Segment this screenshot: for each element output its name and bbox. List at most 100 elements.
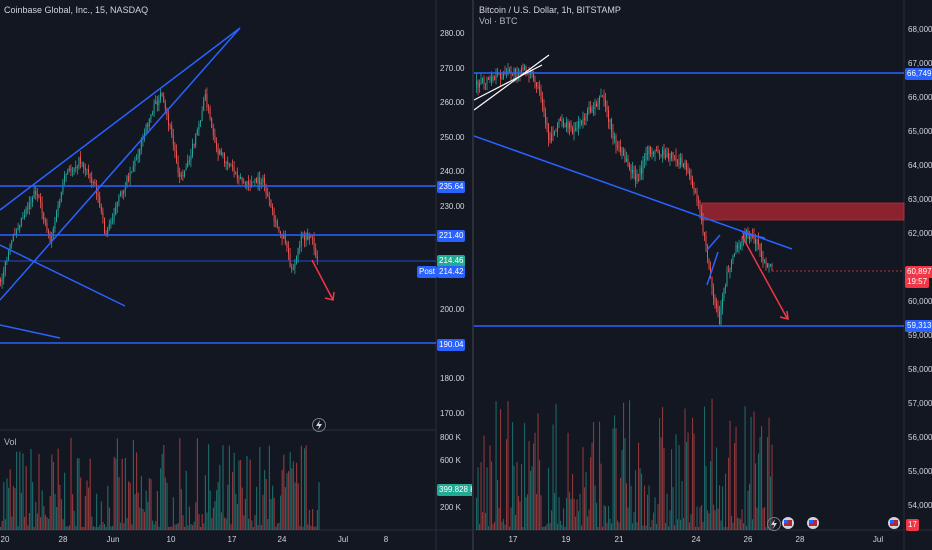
coin-time-tick: 8: [383, 535, 389, 544]
btc-price-tick: 62,000: [908, 229, 932, 238]
btc-chart-canvas[interactable]: [474, 0, 932, 550]
volume-bar: [94, 526, 96, 530]
volume-bar: [176, 524, 178, 530]
candle-body: [104, 217, 105, 234]
coin-chart-pane[interactable]: Coinbase Global, Inc., 15, NASDAQ Vol 28…: [0, 0, 472, 550]
volume-bar: [238, 460, 240, 530]
volume-bar: [19, 451, 21, 530]
candle-body: [659, 152, 660, 155]
candle-body: [212, 128, 214, 136]
flag-icon[interactable]: [807, 517, 819, 529]
candle-body: [731, 260, 732, 269]
forecast-arrow: [311, 259, 334, 301]
volume-bar: [708, 513, 710, 530]
candle-body: [24, 215, 25, 218]
candle-body: [761, 250, 762, 258]
forecast-arrowhead: [779, 310, 789, 320]
volume-bar: [687, 432, 689, 530]
candle-body: [169, 125, 171, 127]
supply-zone: [701, 202, 905, 221]
volume-bar: [124, 457, 126, 530]
candle-body: [602, 95, 603, 97]
volume-bar: [731, 516, 733, 530]
volume-bar: [626, 483, 628, 530]
coin-time-tick: 17: [227, 535, 237, 544]
candle-body: [485, 83, 486, 85]
candle-body: [99, 196, 101, 207]
volume-bar: [554, 492, 556, 530]
volume-bar: [280, 495, 282, 530]
candle-body: [738, 246, 740, 248]
volume-bar: [740, 519, 742, 530]
candle-body: [227, 161, 229, 164]
volume-bar: [705, 466, 707, 530]
flag-icon[interactable]: [782, 517, 794, 529]
candle-body: [216, 142, 217, 148]
candle-body: [554, 131, 555, 135]
candle-body: [206, 93, 208, 107]
candle-body: [264, 177, 265, 188]
candle-body: [543, 105, 545, 114]
volume-bar: [251, 520, 253, 530]
volume-bar: [728, 457, 730, 530]
coin-volume-tag: 399.828 K: [437, 484, 472, 496]
volume-bar: [249, 459, 251, 530]
btc-chart-pane[interactable]: Bitcoin / U.S. Dollar, 1h, BITSTAMP Vol …: [474, 0, 932, 550]
volume-bar: [300, 445, 302, 530]
candle-body: [560, 118, 561, 121]
candle-body: [582, 118, 584, 124]
volume-bar: [113, 456, 115, 530]
candle-body: [107, 227, 109, 235]
candle-body: [716, 303, 717, 307]
candle-body: [750, 235, 752, 240]
volume-bar: [606, 522, 608, 530]
volume-bar: [732, 522, 734, 530]
candle-body: [59, 201, 61, 206]
candle-body: [639, 168, 641, 176]
candle-body: [291, 267, 293, 269]
forecast-arrow: [741, 235, 788, 319]
candle-body: [767, 263, 768, 267]
volume-bar: [91, 516, 93, 530]
candle-body: [678, 162, 680, 166]
volume-bar: [240, 460, 242, 530]
volume-bar: [99, 524, 101, 530]
volume-bar: [1, 521, 3, 530]
lightning-icon[interactable]: [312, 418, 326, 432]
volume-bar: [621, 450, 623, 530]
volume-bar: [539, 460, 541, 530]
candle-body: [260, 182, 262, 185]
candle-body: [201, 110, 203, 121]
volume-bar: [651, 519, 653, 530]
volume-bar: [155, 521, 157, 530]
volume-bar: [220, 512, 222, 530]
alert-count-badge[interactable]: 17: [906, 519, 919, 531]
coin-chart-canvas[interactable]: [0, 0, 472, 550]
volume-bar: [104, 524, 106, 530]
lightning-icon[interactable]: [767, 517, 781, 531]
volume-bar: [148, 478, 150, 530]
candle-body: [677, 160, 678, 163]
candle-body: [302, 235, 304, 237]
volume-bar: [765, 526, 767, 530]
volume-bar: [767, 437, 769, 530]
pane-divider[interactable]: [472, 0, 474, 550]
volume-bar: [633, 511, 635, 530]
candle-body: [645, 153, 647, 160]
candle-body: [689, 171, 690, 176]
volume-bar: [160, 468, 162, 530]
coin-time-tick: 24: [277, 535, 287, 544]
candle-body: [3, 271, 5, 279]
candle-body: [506, 73, 507, 75]
candle-body: [84, 167, 86, 170]
candle-body: [137, 156, 139, 159]
volume-bar: [495, 401, 497, 530]
volume-bar: [750, 416, 752, 530]
volume-bar: [672, 487, 674, 530]
candle-body: [693, 188, 695, 193]
flag-icon[interactable]: [888, 517, 900, 529]
volume-bar: [105, 526, 107, 530]
coin-post-label: Post: [417, 266, 438, 278]
coin-time-tick: 10: [166, 535, 176, 544]
volume-bar: [662, 407, 664, 530]
